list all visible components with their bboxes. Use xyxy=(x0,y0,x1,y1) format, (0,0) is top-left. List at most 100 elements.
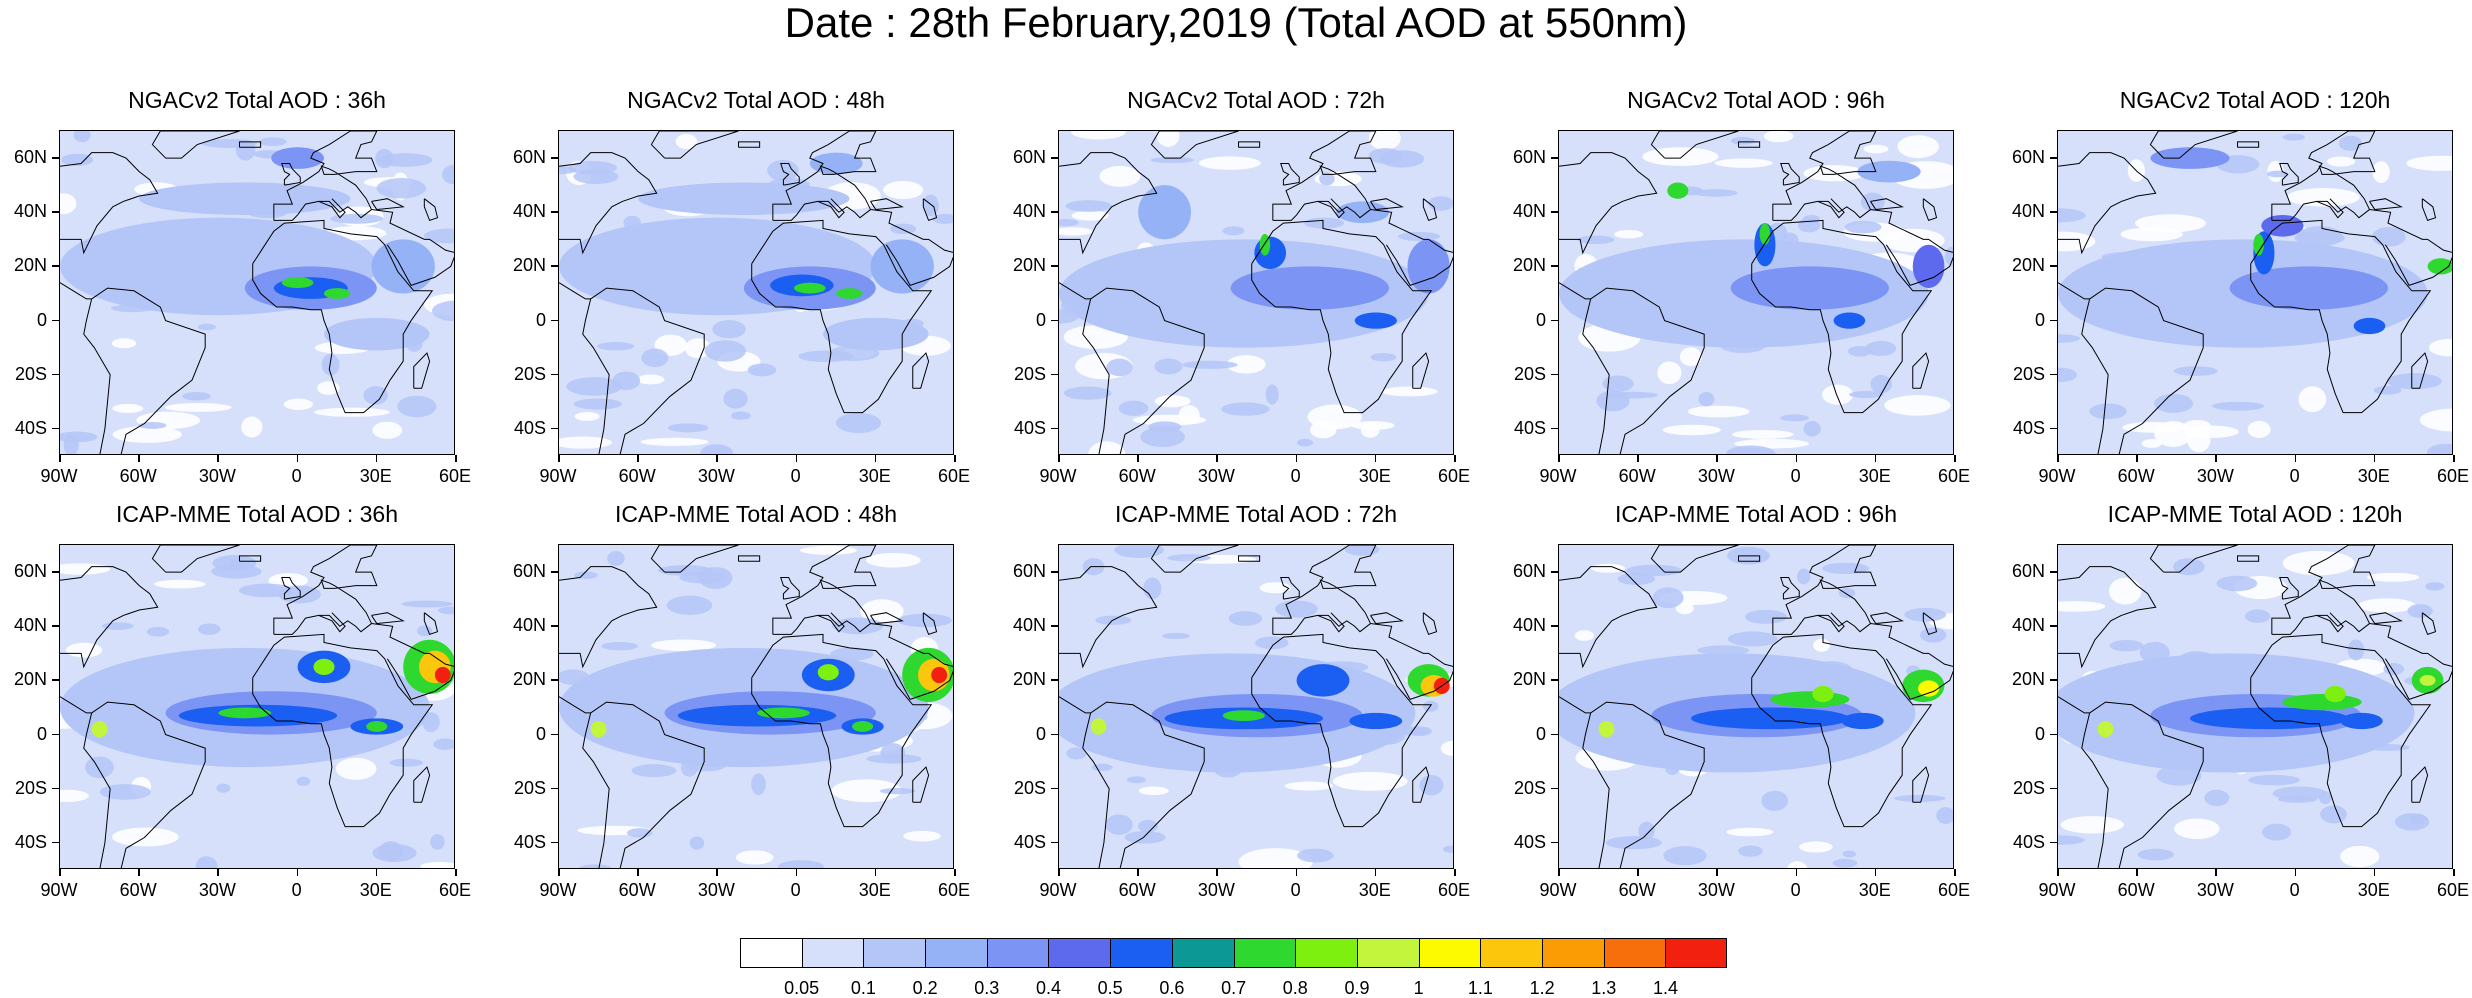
lat-tick xyxy=(52,733,59,736)
lat-tick xyxy=(551,679,558,681)
map-panel: ICAP-MME Total AOD : 120h 60N 40N 20N 0 20S 40… xyxy=(2012,501,2469,900)
coastline xyxy=(2149,545,2238,573)
coastline xyxy=(1559,566,1658,669)
lon-tick-label: 90W xyxy=(1039,880,1077,900)
aod-plume xyxy=(2097,721,2114,738)
lon-tick-label: 60W xyxy=(618,466,656,486)
lat-tick-label: 40N xyxy=(1512,201,1546,222)
coastline xyxy=(1251,633,1433,828)
aod-plume xyxy=(91,721,108,738)
coastline xyxy=(582,287,705,454)
colorbar-label: 0.4 xyxy=(1035,978,1062,998)
lat-tick-label: 0 xyxy=(1035,309,1046,330)
lat-tick xyxy=(1051,841,1058,844)
colorbar-label: 0.8 xyxy=(1282,978,1308,998)
coastline xyxy=(252,633,434,828)
lon-tick-label: 0 xyxy=(2289,466,2300,486)
coastline xyxy=(1912,352,1930,389)
colorbar-label: 0.05 xyxy=(784,978,820,998)
lat-tick xyxy=(1051,571,1058,573)
lat-tick-label: 20N xyxy=(1012,255,1046,276)
map-panel: NGACv2 Total AOD : 48h 60N 40N 20N 0 20S 40S 90… xyxy=(513,87,970,486)
lon-tick-label: 90W xyxy=(2038,466,2076,486)
coastline xyxy=(1870,198,1904,211)
coastline xyxy=(1422,198,1438,222)
aod-field xyxy=(60,131,454,454)
lon-tick xyxy=(954,869,956,876)
lat-tick xyxy=(1551,427,1558,430)
lat-tick xyxy=(52,841,59,844)
coastline xyxy=(2237,555,2260,562)
coastline xyxy=(2058,152,2157,255)
aod-map xyxy=(59,130,455,455)
coastline xyxy=(2411,352,2429,389)
lat-tick xyxy=(1551,265,1558,267)
lat-tick-label: 20S xyxy=(1513,777,1546,798)
coastline xyxy=(2421,612,2437,636)
lon-tick-label: 30W xyxy=(2196,466,2234,486)
coastline xyxy=(870,623,953,700)
panel-title: NGACv2 Total AOD : 120h xyxy=(2119,87,2391,113)
lat-tick-label: 60N xyxy=(13,561,47,582)
lon-tick xyxy=(795,869,798,876)
lon-tick-label: 60W xyxy=(2117,466,2155,486)
coastline xyxy=(2369,198,2403,211)
lat-tick xyxy=(2050,427,2057,430)
coastline xyxy=(1412,352,1430,389)
coastline xyxy=(1082,701,1205,868)
coastline xyxy=(1059,152,1158,255)
lon-tick xyxy=(1374,869,1377,876)
lat-tick-label: 40N xyxy=(2011,615,2045,636)
coastline xyxy=(2369,623,2452,700)
lat-tick xyxy=(551,319,558,322)
coastline xyxy=(1370,209,1453,286)
lon-tick-label: 0 xyxy=(1790,880,1801,900)
lat-tick xyxy=(551,787,558,790)
lat-tick xyxy=(1551,625,1558,627)
lon-tick xyxy=(558,869,560,876)
coastline xyxy=(83,701,206,868)
lat-tick xyxy=(1051,679,1058,681)
lat-tick-label: 60N xyxy=(1012,147,1046,168)
lat-tick xyxy=(1551,571,1558,573)
coastline xyxy=(1582,287,1705,454)
lon-tick-label: 60W xyxy=(1118,466,1156,486)
lat-tick-label: 40N xyxy=(13,615,47,636)
lon-tick-label: 30E xyxy=(1858,880,1891,900)
lat-tick-label: 20N xyxy=(1512,669,1546,690)
colorbar-label: 0.9 xyxy=(1344,978,1370,998)
aod-plume xyxy=(1230,266,1389,310)
lat-tick-label: 0 xyxy=(535,309,546,330)
coastline xyxy=(1370,623,1453,700)
lat-tick xyxy=(2050,787,2057,790)
coastline xyxy=(1251,219,1433,414)
lat-tick-label: 60N xyxy=(1512,147,1546,168)
colorbar-swatch xyxy=(740,938,802,968)
lat-tick xyxy=(1551,787,1558,790)
lat-tick xyxy=(1551,841,1558,844)
lon-tick xyxy=(1954,869,1956,876)
lat-tick xyxy=(1051,265,1058,267)
coastline xyxy=(912,352,930,389)
lon-tick-label: 30E xyxy=(858,466,891,486)
lat-tick-label: 40S xyxy=(513,831,546,852)
lat-tick xyxy=(1551,679,1558,681)
coastline xyxy=(922,198,938,222)
lon-tick xyxy=(1954,455,1956,462)
panel-title: ICAP-MME Total AOD : 96h xyxy=(1614,501,1898,527)
lat-tick xyxy=(1051,373,1058,376)
lon-tick-label: 90W xyxy=(2038,880,2076,900)
aod-plume xyxy=(2282,693,2362,711)
lon-tick xyxy=(1454,869,1456,876)
aod-plume xyxy=(852,721,874,732)
colorbar-label: 0.2 xyxy=(912,978,938,998)
aod-plume xyxy=(2353,317,2386,335)
lat-tick-label: 40N xyxy=(13,201,47,222)
lat-tick xyxy=(52,373,59,376)
lat-tick-label: 20N xyxy=(13,255,47,276)
lat-tick xyxy=(551,373,558,376)
aod-plume xyxy=(1691,707,1850,730)
aod-plume xyxy=(2261,214,2304,237)
coastline xyxy=(559,566,658,669)
lat-tick xyxy=(2050,157,2057,159)
